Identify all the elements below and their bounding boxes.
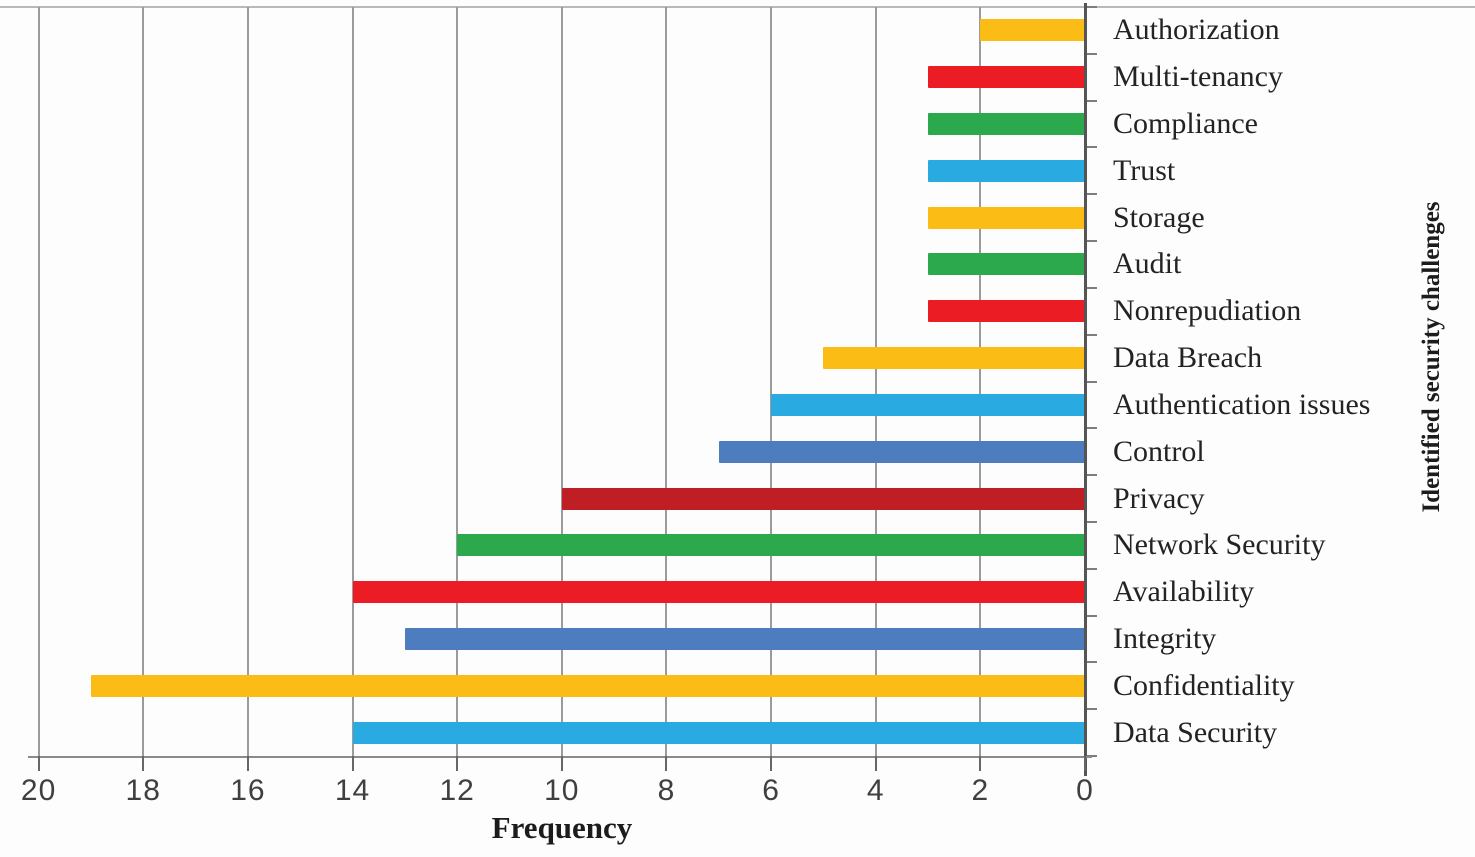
x-axis-tick (246, 756, 249, 771)
y-axis-tick (1085, 193, 1097, 196)
y-axis-title: Identified security challenges (1418, 201, 1445, 513)
x-axis-tick (560, 756, 563, 771)
x-tick-label: 16 (230, 774, 266, 807)
category-label: Control (1113, 434, 1205, 468)
y-axis-tick (1085, 286, 1097, 289)
bar-data-breach (823, 347, 1085, 370)
gridline (37, 7, 40, 756)
category-label: Privacy (1113, 481, 1205, 515)
y-axis-tick (1085, 567, 1097, 570)
y-axis-tick (1085, 661, 1097, 664)
category-label: Confidentiality (1113, 668, 1295, 702)
gridline (246, 7, 249, 756)
y-axis-tick (1085, 146, 1097, 149)
bar-nonrepudiation (928, 300, 1085, 323)
category-label: Data Breach (1113, 341, 1263, 375)
y-axis-tick (1085, 240, 1097, 243)
x-axis-line (28, 756, 1092, 758)
category-label: Nonrepudiation (1113, 294, 1302, 328)
y-axis-tick (1085, 614, 1097, 617)
gridline (456, 7, 459, 756)
bar-trust (928, 159, 1085, 182)
x-axis-tick (874, 756, 877, 771)
gridline (665, 7, 668, 756)
x-tick-label: 0 (1076, 774, 1094, 807)
category-label: Authorization (1113, 13, 1280, 47)
gridline (560, 7, 563, 756)
bar-data-security (352, 721, 1085, 744)
x-tick-label: 18 (125, 774, 161, 807)
category-label: Network Security (1113, 528, 1326, 562)
y-axis-tick (1085, 427, 1097, 430)
x-axis-tick (142, 756, 145, 771)
y-axis-tick (1085, 52, 1097, 55)
x-axis-tick (37, 756, 40, 771)
y-axis-tick (1085, 380, 1097, 383)
x-tick-label: 8 (657, 774, 676, 807)
bar-confidentiality (90, 674, 1085, 697)
bar-authorization (980, 19, 1085, 42)
x-axis-tick (456, 756, 459, 771)
x-tick-label: 4 (866, 774, 885, 807)
x-axis-tick (1084, 756, 1086, 771)
gridline (770, 7, 773, 756)
x-tick-label: 14 (334, 774, 371, 807)
x-axis-tick (979, 756, 982, 771)
gridline (351, 7, 354, 756)
value-axis-line (1084, 3, 1087, 776)
x-tick-label: 2 (971, 774, 990, 807)
category-label: Availability (1113, 575, 1255, 609)
x-axis-tick (351, 756, 354, 771)
bar-storage (928, 206, 1085, 229)
category-label: Trust (1113, 153, 1176, 187)
bar-network-security (457, 534, 1085, 557)
y-axis-tick (1085, 708, 1097, 711)
y-axis-tick (1085, 6, 1097, 8)
gridline (874, 7, 877, 756)
y-axis-tick (1085, 520, 1097, 523)
x-tick-label: 20 (20, 774, 57, 807)
x-axis-tick (770, 756, 773, 771)
category-label: Integrity (1113, 621, 1217, 655)
bar-compliance (928, 113, 1085, 136)
plot-top-border (0, 6, 1475, 8)
bar-authentication-issues (771, 393, 1085, 416)
bar-control (718, 440, 1085, 463)
x-tick-label: 6 (762, 774, 780, 807)
category-label: Compliance (1113, 107, 1258, 141)
bar-availability (352, 581, 1085, 604)
gridline (979, 7, 982, 756)
x-tick-label: 12 (439, 774, 475, 807)
category-label: Audit (1113, 247, 1182, 281)
y-axis-tick (1085, 99, 1097, 102)
bar-integrity (404, 627, 1085, 650)
bar-audit (928, 253, 1085, 276)
category-label: Storage (1113, 200, 1205, 234)
x-axis-tick (665, 756, 668, 771)
category-label: Authentication issues (1113, 387, 1371, 421)
category-label: Multi-tenancy (1113, 60, 1283, 94)
bar-multi-tenancy (928, 66, 1085, 89)
category-label: Data Security (1113, 715, 1278, 749)
gridline (142, 7, 145, 756)
x-tick-label: 10 (544, 774, 580, 807)
y-axis-tick (1085, 333, 1097, 336)
bar-privacy (561, 487, 1085, 510)
x-axis-title: Frequency (491, 810, 633, 845)
y-axis-tick (1085, 474, 1097, 477)
